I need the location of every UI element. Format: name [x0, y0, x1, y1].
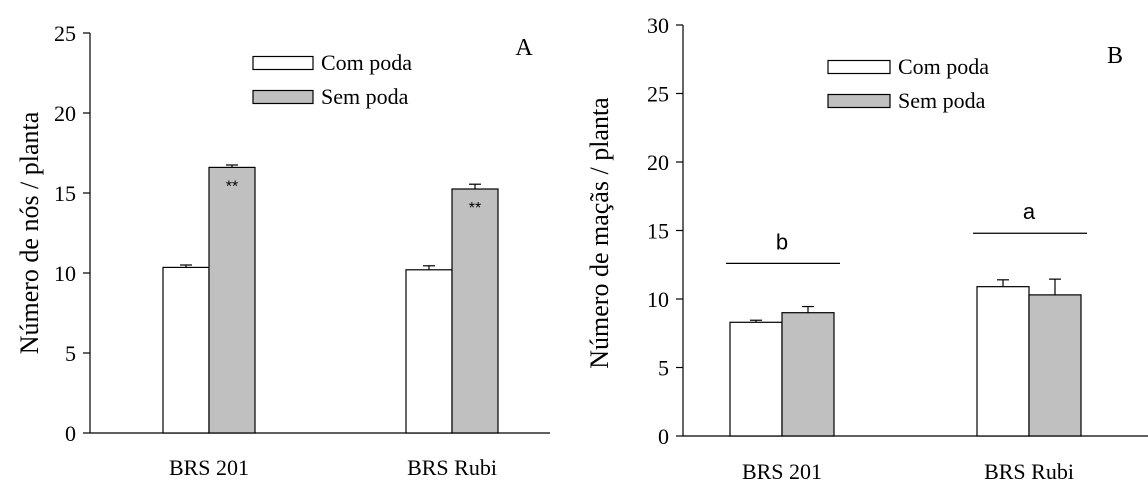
bar-com-poda [162, 266, 210, 434]
y-tick-label: 20 [54, 101, 76, 126]
y-tick-label: 0 [658, 424, 669, 449]
significance-label: ** [226, 178, 238, 195]
panel-label: A [515, 35, 533, 61]
bar-sem-poda [781, 312, 835, 437]
y-axis-label: Número de nós / planta [15, 111, 44, 354]
y-tick-label: 25 [647, 82, 669, 107]
bar-com-poda [976, 286, 1030, 437]
legend-label: Com poda [898, 54, 989, 79]
y-tick-label: 0 [65, 421, 76, 446]
y-tick-label: 10 [647, 287, 669, 312]
chart-panel-b: 0 5 10 15 20 25 30 Número de maçãs / planta Bb a B… [585, 13, 1148, 484]
category-label: BRS 201 [742, 459, 822, 484]
category-label: BRS Rubi [984, 459, 1074, 484]
bar-com-poda [405, 269, 453, 434]
y-axis-label: Número de maçãs / planta [585, 97, 614, 369]
legend-label: Com poda [321, 50, 412, 75]
legend-swatch [827, 59, 891, 75]
bar-sem-poda [1028, 294, 1082, 437]
category-label: BRS Rubi [407, 455, 497, 480]
bar-com-poda [729, 321, 783, 437]
panel-label: B [1107, 43, 1123, 69]
bar-sem-poda [451, 188, 499, 434]
legend-label: Sem poda [321, 84, 409, 109]
y-tick-label: 15 [647, 219, 669, 244]
y-tick-label: 20 [647, 150, 669, 175]
bar-sem-poda [208, 166, 256, 434]
y-tick-label: 5 [65, 341, 76, 366]
y-tick-label: 25 [54, 21, 76, 46]
group-letter: a [1023, 199, 1036, 224]
y-tick-label: 10 [54, 261, 76, 286]
y-tick-label: 15 [54, 181, 76, 206]
legend-swatch [252, 89, 314, 105]
category-label: BRS 201 [169, 455, 249, 480]
y-tick-label: 5 [658, 356, 669, 381]
legend-swatch [827, 93, 891, 109]
y-tick-label: 30 [647, 13, 669, 38]
legend-swatch [252, 55, 314, 71]
group-letter: b [776, 229, 788, 254]
chart-panel-a: 0 5 10 15 20 25 Número de nós / planta A ** ** BRS… [15, 21, 550, 480]
legend-label: Sem poda [898, 88, 986, 113]
significance-label: ** [469, 200, 481, 217]
